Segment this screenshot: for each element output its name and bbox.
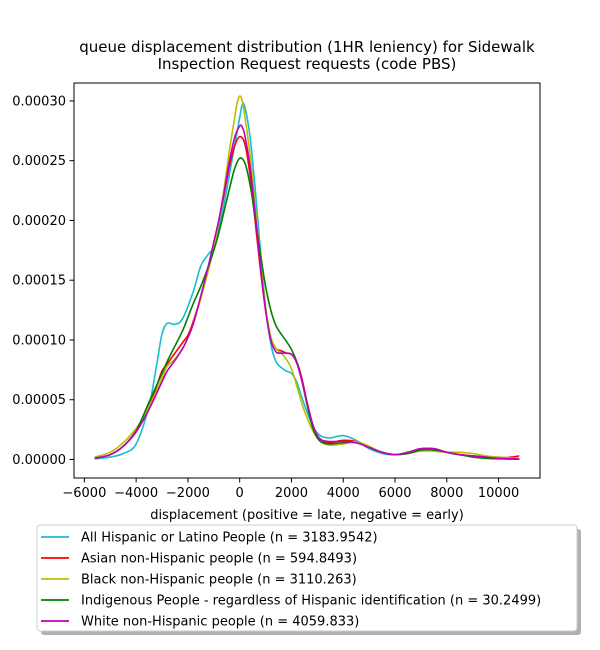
y-tick-label: 0.00030 [12, 94, 66, 109]
y-tick-label: 0.00025 [12, 154, 66, 169]
x-tick-label: 8000 [430, 486, 463, 501]
x-axis: −6000 −4000 −2000 0 2000 4000 6000 8000 10000 [62, 478, 519, 501]
y-tick-label: 0.00005 [12, 393, 66, 408]
legend-label-5: White non-Hispanic people (n = 4059.833) [81, 615, 359, 630]
chart-title-line-1: queue displacement distribution (1HR len… [79, 38, 535, 56]
x-tick-label: 10000 [478, 486, 519, 501]
series-layer [94, 95, 520, 461]
legend-label-3: Black non-Hispanic people (n = 3110.263) [81, 573, 357, 588]
legend-label-2: Asian non-Hispanic people (n = 594.8493) [81, 552, 357, 567]
x-tick-label: −6000 [62, 486, 106, 501]
x-tick-label: −2000 [166, 486, 210, 501]
x-tick-label: 2000 [275, 486, 308, 501]
chart-title-line-2: Inspection Request requests (code PBS) [158, 55, 457, 73]
legend-box [36, 524, 578, 632]
legend: All Hispanic or Latino People (n = 3183.… [36, 524, 581, 635]
x-tick-label: 6000 [378, 486, 411, 501]
plot-frame [73, 82, 541, 479]
y-tick-label: 0.00000 [12, 453, 66, 468]
x-axis-label: displacement (positive = late, negative … [150, 508, 464, 523]
x-tick-label: 4000 [327, 486, 360, 501]
y-axis: 0.00000 0.00005 0.00010 0.00015 0.00020 0.000… [12, 94, 74, 468]
x-tick-label: −4000 [114, 486, 158, 501]
y-tick-label: 0.00010 [12, 333, 66, 348]
legend-label-1: All Hispanic or Latino People (n = 3183.… [81, 531, 378, 546]
y-tick-label: 0.00015 [12, 274, 66, 289]
legend-label-4: Indigenous People - regardless of Hispan… [81, 594, 541, 609]
series-line-5 [94, 124, 520, 460]
legend-items: All Hispanic or Latino People (n = 3183.… [41, 531, 541, 630]
series-line-4 [94, 157, 520, 461]
y-tick-label: 0.00020 [12, 214, 66, 229]
x-tick-label: 0 [236, 486, 244, 501]
